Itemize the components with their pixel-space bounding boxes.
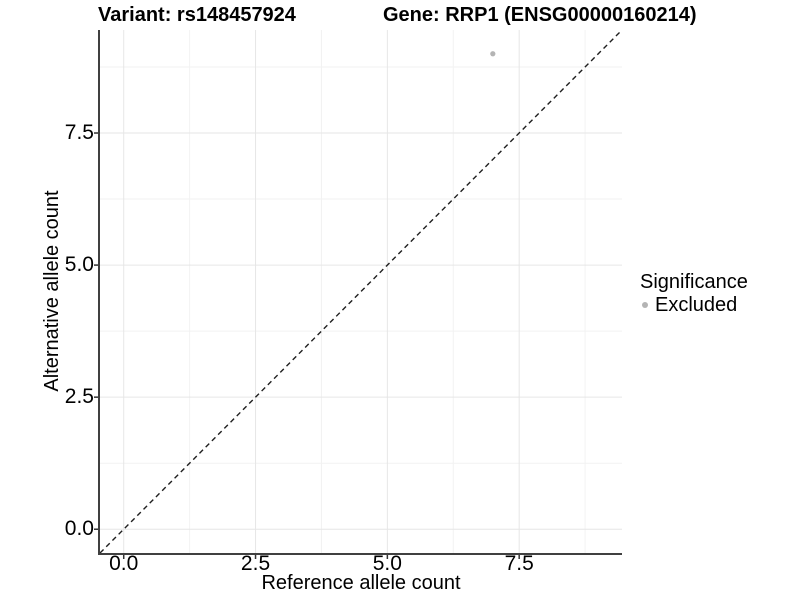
legend-entry-label: Excluded bbox=[655, 294, 738, 316]
plot-title-variant: Variant: rs148457924 bbox=[98, 4, 296, 26]
identity-dashed-line bbox=[99, 29, 623, 554]
y-tick-label: 2.5 bbox=[64, 385, 94, 409]
plot-title-gene: Gene: RRP1 (ENSG00000160214) bbox=[383, 4, 697, 26]
y-axis-title: Alternative allele count bbox=[41, 190, 63, 392]
legend: Significance Excluded bbox=[640, 270, 748, 316]
x-tick-label: 2.5 bbox=[240, 552, 271, 575]
x-tick-label: 7.5 bbox=[504, 552, 534, 575]
x-axis-title: Reference allele count bbox=[261, 572, 461, 594]
x-tick-label: 0.0 bbox=[109, 552, 139, 575]
legend-entry-excluded: Excluded bbox=[640, 294, 748, 316]
y-tick-label: 7.5 bbox=[64, 121, 94, 144]
data-point bbox=[490, 51, 496, 57]
y-tick-label: 5.0 bbox=[64, 253, 94, 277]
x-tick-label: 5.0 bbox=[372, 552, 402, 575]
legend-title: Significance bbox=[640, 271, 748, 293]
y-tick-label: 0.0 bbox=[64, 517, 94, 541]
legend-key-dot-icon bbox=[642, 302, 648, 308]
